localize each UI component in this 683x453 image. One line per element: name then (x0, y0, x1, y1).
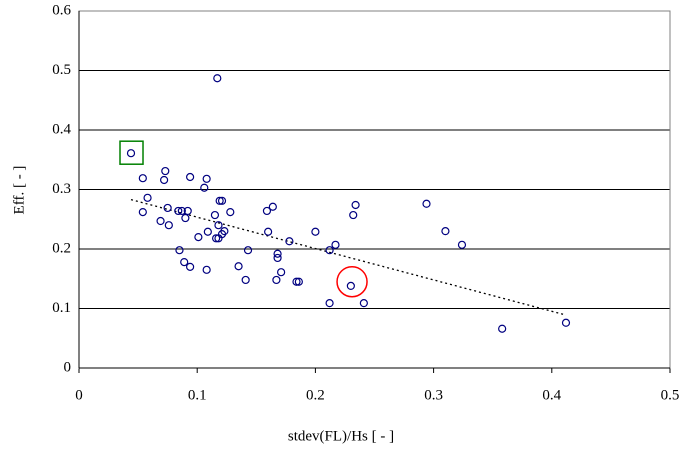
point (164, 221, 173, 230)
point (273, 249, 282, 258)
point (163, 203, 172, 213)
point (243, 246, 253, 255)
y-tick-label: 0.4 (52, 121, 71, 137)
point (217, 196, 227, 205)
point (212, 234, 221, 243)
y-tick-label: 0.5 (52, 62, 71, 78)
point (214, 221, 223, 230)
point (561, 318, 571, 327)
point (325, 299, 334, 308)
y-tick-label: 0.3 (52, 181, 71, 197)
point (156, 216, 165, 226)
point (138, 208, 147, 217)
point (200, 183, 209, 192)
point (186, 262, 195, 271)
point (183, 206, 192, 216)
point (351, 200, 360, 210)
point (203, 227, 212, 236)
point (215, 196, 224, 205)
y-axis-label: Eff. [ - ] (11, 166, 27, 215)
y-tick-label: 0.6 (52, 2, 71, 18)
point (346, 281, 355, 290)
point (349, 210, 358, 220)
point (126, 149, 136, 158)
point (264, 227, 273, 236)
x-tick-label: 0.3 (424, 387, 443, 403)
x-tick-label: 0.5 (661, 387, 680, 403)
point (226, 208, 235, 217)
point (138, 174, 147, 183)
point (241, 275, 250, 285)
point (177, 206, 186, 216)
point (325, 246, 334, 255)
point (181, 213, 190, 223)
point (202, 265, 211, 274)
point (359, 299, 368, 308)
point (161, 166, 170, 176)
point (422, 199, 431, 208)
point (234, 262, 243, 271)
x-tick-label: 0 (75, 387, 83, 403)
point (213, 74, 222, 83)
highlight-square (119, 140, 144, 165)
x-tick-label: 0.4 (542, 387, 561, 403)
point (441, 227, 450, 236)
point (294, 277, 303, 286)
y-tick-label: 0.1 (52, 300, 71, 316)
y-tick-label: 0.2 (52, 240, 71, 256)
point (277, 268, 286, 277)
point (194, 233, 203, 242)
point (311, 227, 320, 236)
point (285, 237, 294, 246)
x-axis-label: stdev(FL)/Hs [ - ] (288, 428, 394, 444)
point (180, 257, 189, 267)
point (268, 202, 277, 211)
point (143, 193, 152, 202)
point (272, 275, 281, 285)
point (174, 206, 183, 216)
point (186, 172, 195, 182)
highlight-circle (336, 265, 368, 298)
point (202, 174, 211, 183)
y-tick-label: 0 (64, 359, 72, 375)
trendline (130, 198, 567, 316)
point (457, 240, 467, 249)
point (210, 210, 220, 220)
point (498, 324, 507, 333)
x-tick-label: 0.2 (306, 387, 325, 403)
point (175, 246, 184, 255)
point (331, 240, 340, 249)
point (220, 227, 229, 236)
point (262, 206, 272, 216)
point (160, 175, 169, 185)
point (292, 277, 301, 286)
point (273, 253, 282, 263)
x-tick-label: 0.1 (188, 387, 207, 403)
